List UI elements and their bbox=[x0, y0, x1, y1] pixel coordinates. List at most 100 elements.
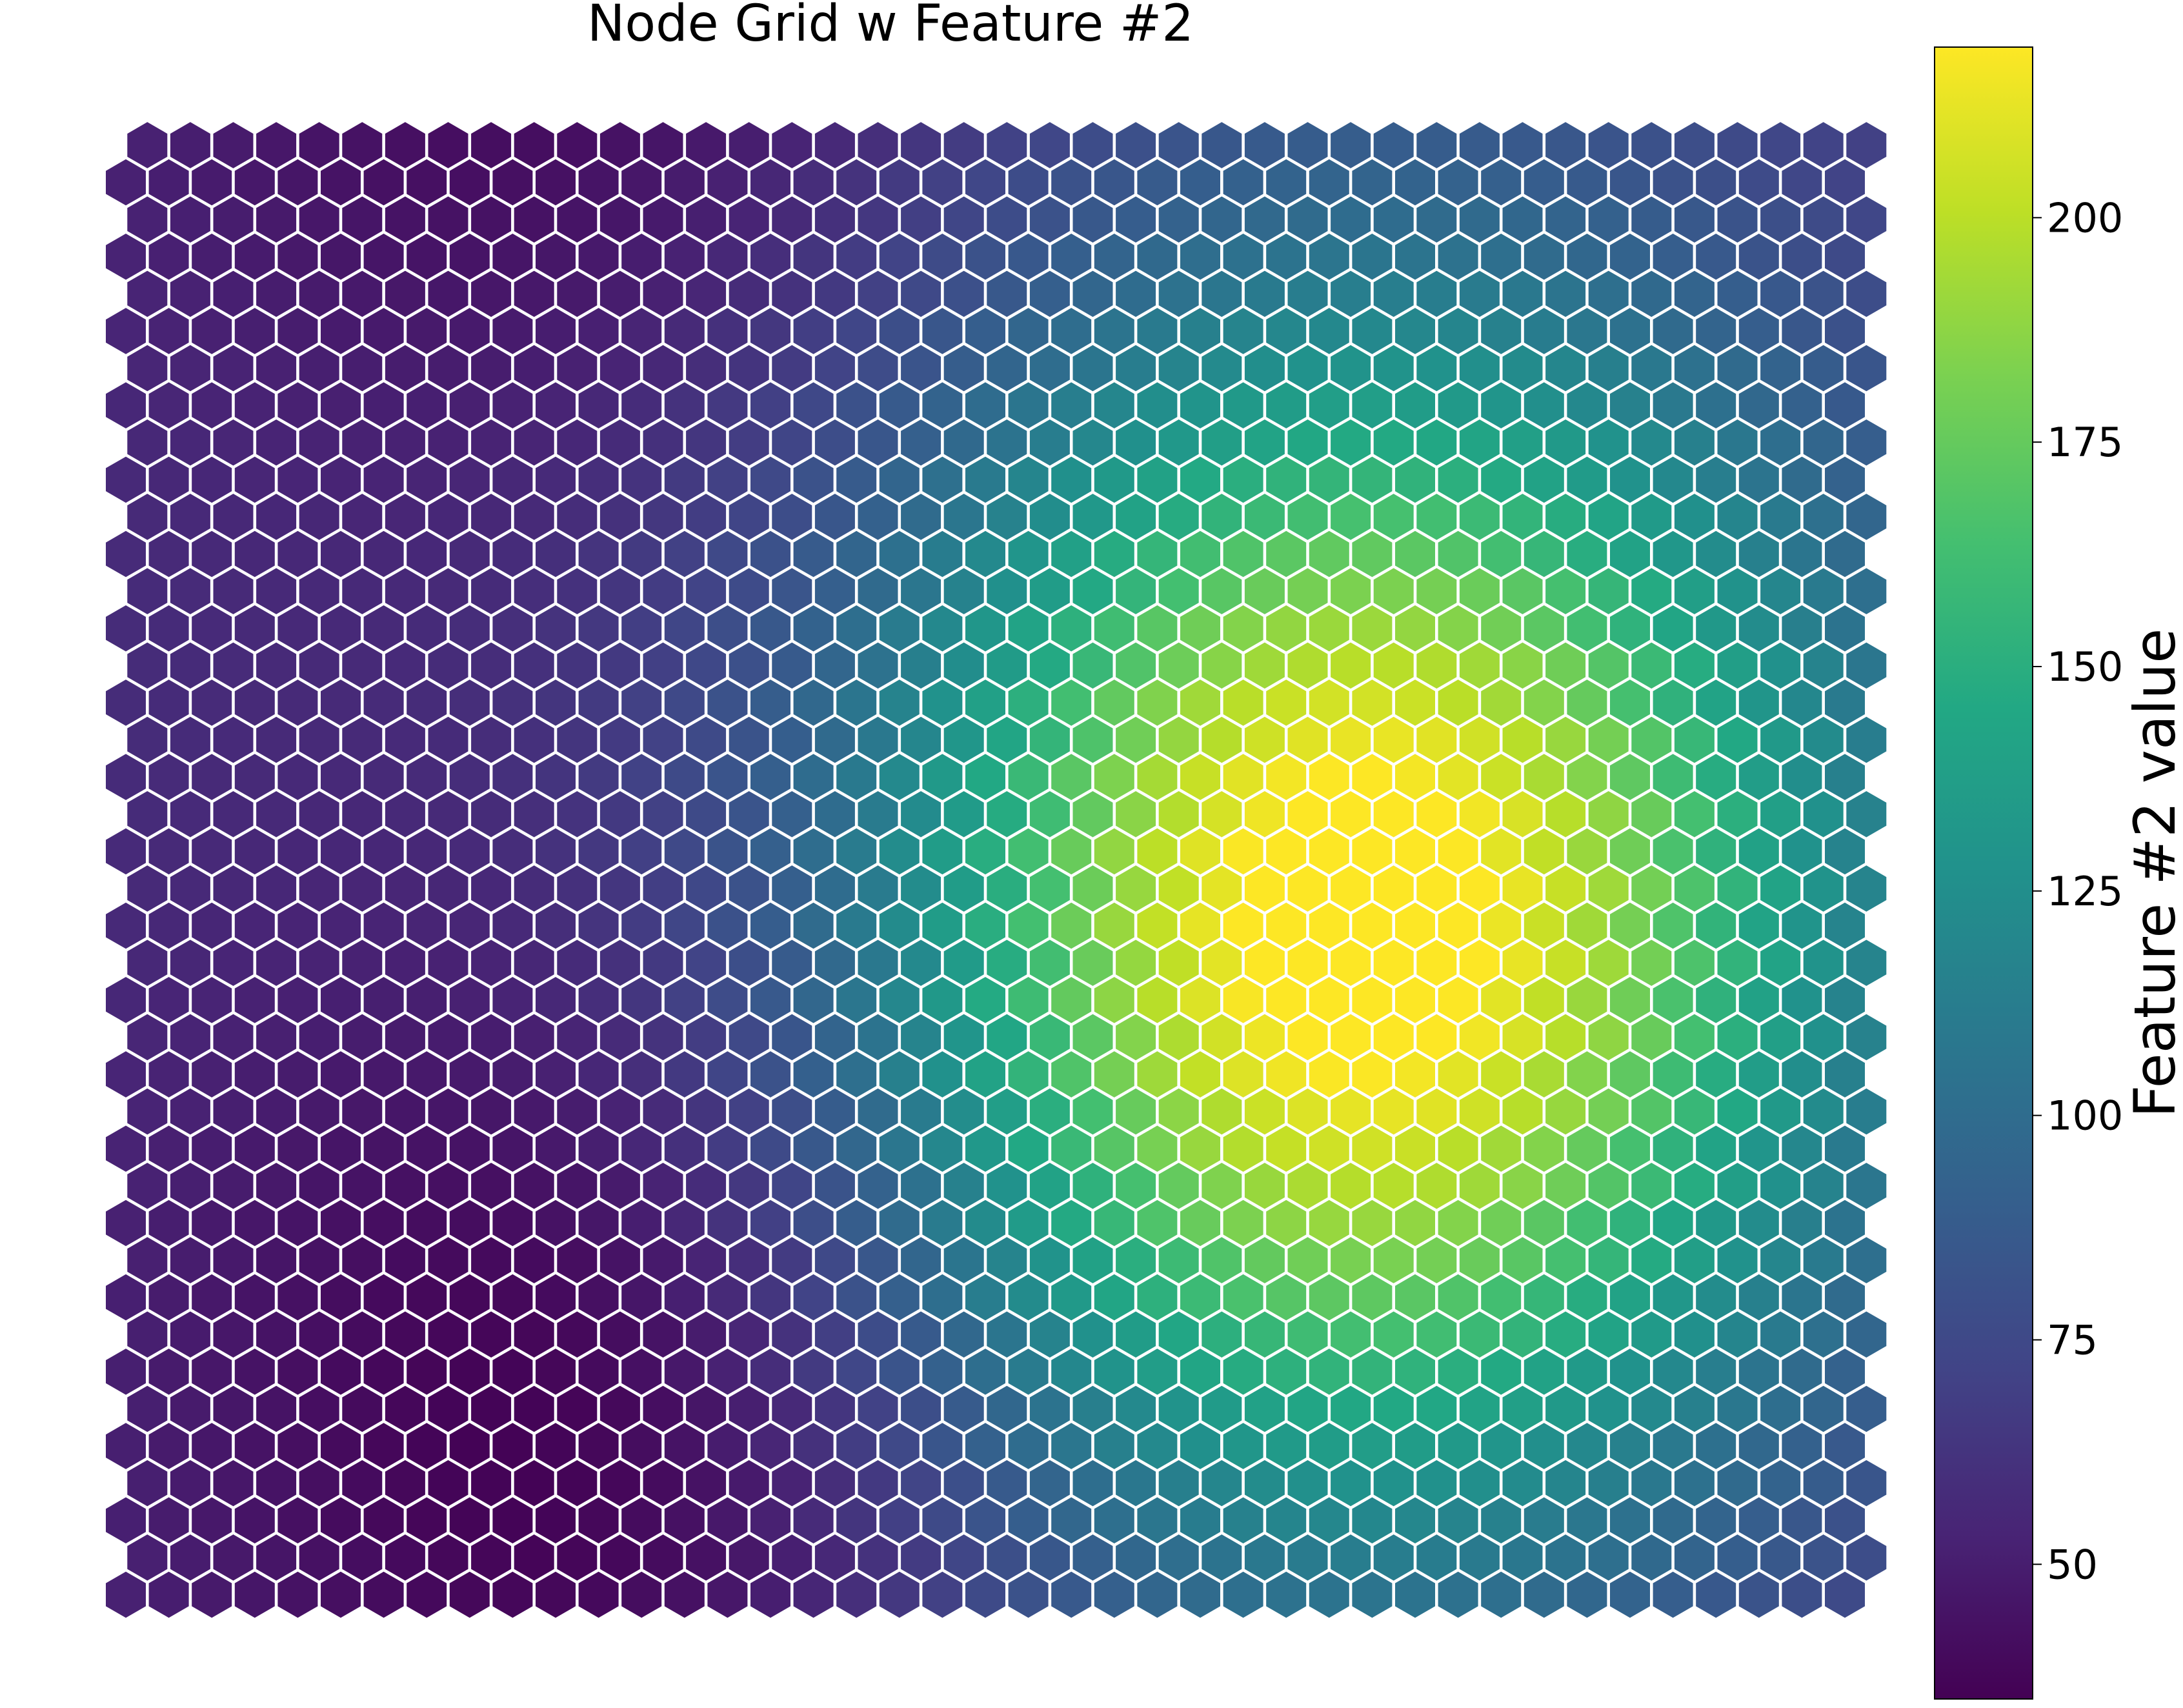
hex-cell bbox=[297, 1458, 341, 1509]
hex-cell bbox=[1178, 157, 1222, 208]
hex-cell bbox=[276, 1049, 320, 1100]
hex-cell bbox=[426, 1383, 470, 1434]
hex-cell bbox=[749, 1494, 792, 1546]
hex-cell bbox=[232, 157, 277, 208]
hex-cell bbox=[641, 119, 685, 171]
hex-cell bbox=[1479, 1198, 1524, 1249]
hex-cell bbox=[1371, 1309, 1416, 1360]
hex-cell bbox=[254, 565, 299, 617]
hex-cell bbox=[146, 379, 191, 431]
hex-cell bbox=[1801, 565, 1846, 617]
hex-cell bbox=[125, 343, 170, 394]
hex-cell bbox=[684, 119, 729, 171]
hex-cell bbox=[168, 194, 212, 245]
hex-cell bbox=[791, 603, 836, 654]
hex-cell bbox=[1285, 1309, 1330, 1360]
hex-cell bbox=[190, 1272, 234, 1323]
hex-cell bbox=[662, 974, 707, 1026]
hex-cell bbox=[1329, 863, 1373, 914]
hex-cell bbox=[1586, 343, 1631, 394]
hex-cell bbox=[555, 1160, 599, 1212]
hex-cell bbox=[770, 640, 814, 691]
hex-cell bbox=[1780, 603, 1824, 654]
hex-cell bbox=[619, 677, 664, 728]
hex-cell bbox=[168, 565, 212, 617]
hex-cell bbox=[920, 1049, 965, 1100]
hex-cell bbox=[1371, 714, 1416, 765]
hex-cell bbox=[1844, 863, 1889, 914]
hex-cell bbox=[1801, 1309, 1846, 1360]
hex-cell bbox=[791, 1123, 836, 1174]
hex-cell bbox=[1736, 157, 1781, 208]
hex-cell bbox=[899, 1532, 943, 1583]
hex-cell bbox=[168, 640, 212, 691]
hex-cell bbox=[1629, 343, 1674, 394]
hex-cell bbox=[1823, 1494, 1867, 1546]
hex-cell bbox=[920, 231, 965, 283]
hex-cell bbox=[104, 603, 148, 654]
hex-cell bbox=[1393, 1420, 1437, 1472]
hex-cell bbox=[1586, 789, 1631, 840]
hex-cell bbox=[1092, 157, 1136, 208]
hex-cell bbox=[1823, 231, 1867, 283]
hex-cell bbox=[383, 565, 427, 617]
hex-cell bbox=[705, 379, 750, 431]
hex-cell bbox=[190, 1198, 234, 1249]
hex-cell bbox=[1651, 1198, 1695, 1249]
hex-cell bbox=[1371, 789, 1416, 840]
hex-cell bbox=[447, 1049, 492, 1100]
hex-cell bbox=[834, 231, 879, 283]
hex-cell bbox=[1071, 714, 1115, 765]
hex-cell bbox=[899, 1309, 943, 1360]
hex-cell bbox=[1027, 1160, 1072, 1212]
hex-cell bbox=[1715, 640, 1760, 691]
hex-cell bbox=[1156, 1383, 1201, 1434]
hex-cell bbox=[1479, 454, 1524, 505]
hex-cell bbox=[1694, 751, 1738, 803]
hex-cell bbox=[490, 1346, 535, 1398]
hex-cell bbox=[1329, 1383, 1373, 1434]
hex-cell bbox=[1823, 454, 1867, 505]
hex-cell bbox=[641, 565, 685, 617]
hex-cell bbox=[1758, 1383, 1803, 1434]
hex-cell bbox=[1371, 1458, 1416, 1509]
hex-cell bbox=[1544, 1012, 1588, 1063]
hex-cell bbox=[1307, 454, 1351, 505]
hex-cell bbox=[1350, 454, 1394, 505]
hex-cell bbox=[1350, 1346, 1394, 1398]
hex-cell bbox=[1629, 1086, 1674, 1137]
hex-cell bbox=[1135, 379, 1180, 431]
hex-cell bbox=[1522, 1494, 1566, 1546]
hex-cell bbox=[1027, 1012, 1072, 1063]
hex-cell bbox=[512, 714, 556, 765]
hex-cell bbox=[770, 1012, 814, 1063]
hex-cell bbox=[1285, 640, 1330, 691]
hex-cell bbox=[1307, 1198, 1351, 1249]
hex-cell bbox=[749, 1346, 792, 1398]
hex-cell bbox=[684, 1458, 729, 1509]
hex-cell bbox=[1006, 305, 1051, 357]
hex-cell bbox=[1457, 194, 1502, 245]
hex-cell bbox=[856, 937, 900, 989]
hex-cell bbox=[190, 1049, 234, 1100]
hex-cell bbox=[619, 603, 664, 654]
hex-cell bbox=[598, 1532, 642, 1583]
hex-cell bbox=[1522, 1049, 1566, 1100]
hex-cell bbox=[619, 1198, 664, 1249]
hex-cell bbox=[340, 1160, 385, 1212]
hex-cell bbox=[856, 268, 900, 319]
hex-cell bbox=[1736, 1346, 1781, 1398]
hex-cell bbox=[941, 417, 986, 468]
hex-cell bbox=[1608, 528, 1652, 579]
hex-cell bbox=[319, 826, 363, 877]
hex-cell bbox=[555, 1012, 599, 1063]
hex-cell bbox=[1027, 1086, 1072, 1137]
hex-cell bbox=[1758, 863, 1803, 914]
hex-cell bbox=[1350, 1123, 1394, 1174]
hex-cell bbox=[1114, 789, 1158, 840]
hex-cell bbox=[361, 379, 406, 431]
hex-cell bbox=[684, 268, 729, 319]
hex-cell bbox=[125, 640, 170, 691]
hex-cell bbox=[1457, 937, 1502, 989]
hex-cell bbox=[1114, 417, 1158, 468]
